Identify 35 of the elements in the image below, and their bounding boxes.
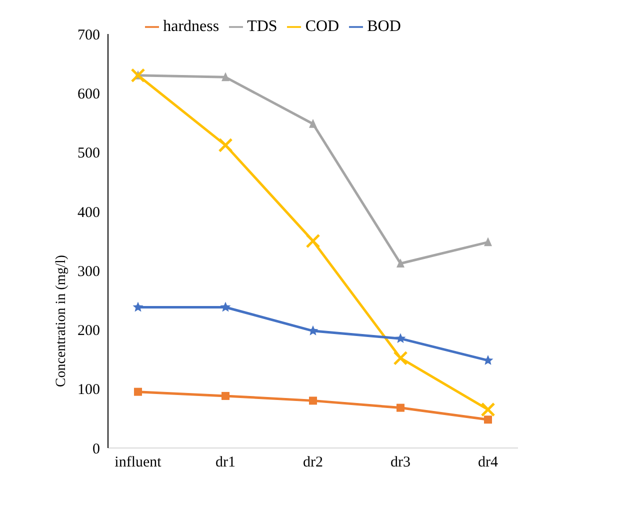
y-tick-label: 0 [92,441,100,458]
y-tick-label: 500 [78,146,100,162]
x-tick-label: dr2 [303,454,323,471]
point [396,404,404,412]
point [396,258,404,268]
x-tick-label: dr1 [216,454,236,471]
y-tick-label: 700 [78,27,100,44]
y-axis-title: Concentration in (mg/l) [54,254,69,388]
point [309,396,317,405]
point [134,388,142,396]
x-tick-label: influent [114,454,162,471]
y-tick-label: 400 [78,204,100,221]
point [480,402,496,417]
legend-label: BOD [367,18,401,35]
point [130,68,146,83]
x-tick-label: dr3 [390,454,410,471]
point [309,118,317,128]
point [222,72,230,82]
point [220,302,231,312]
y-tick-label: 300 [78,264,100,280]
legend-label: TDS [247,18,278,35]
legend-label: hardness [163,18,220,35]
point [222,392,230,400]
y-tick-label: 200 [78,323,100,340]
point [484,416,492,424]
x-tick-label: dr4 [478,454,498,471]
y-tick-label: 600 [78,86,100,102]
point [393,350,408,366]
point [395,333,406,344]
legend-label: COD [305,18,340,35]
y-tick-label: 100 [78,382,100,398]
point [484,237,492,246]
point [218,138,233,152]
point [306,234,320,248]
point [132,302,144,312]
